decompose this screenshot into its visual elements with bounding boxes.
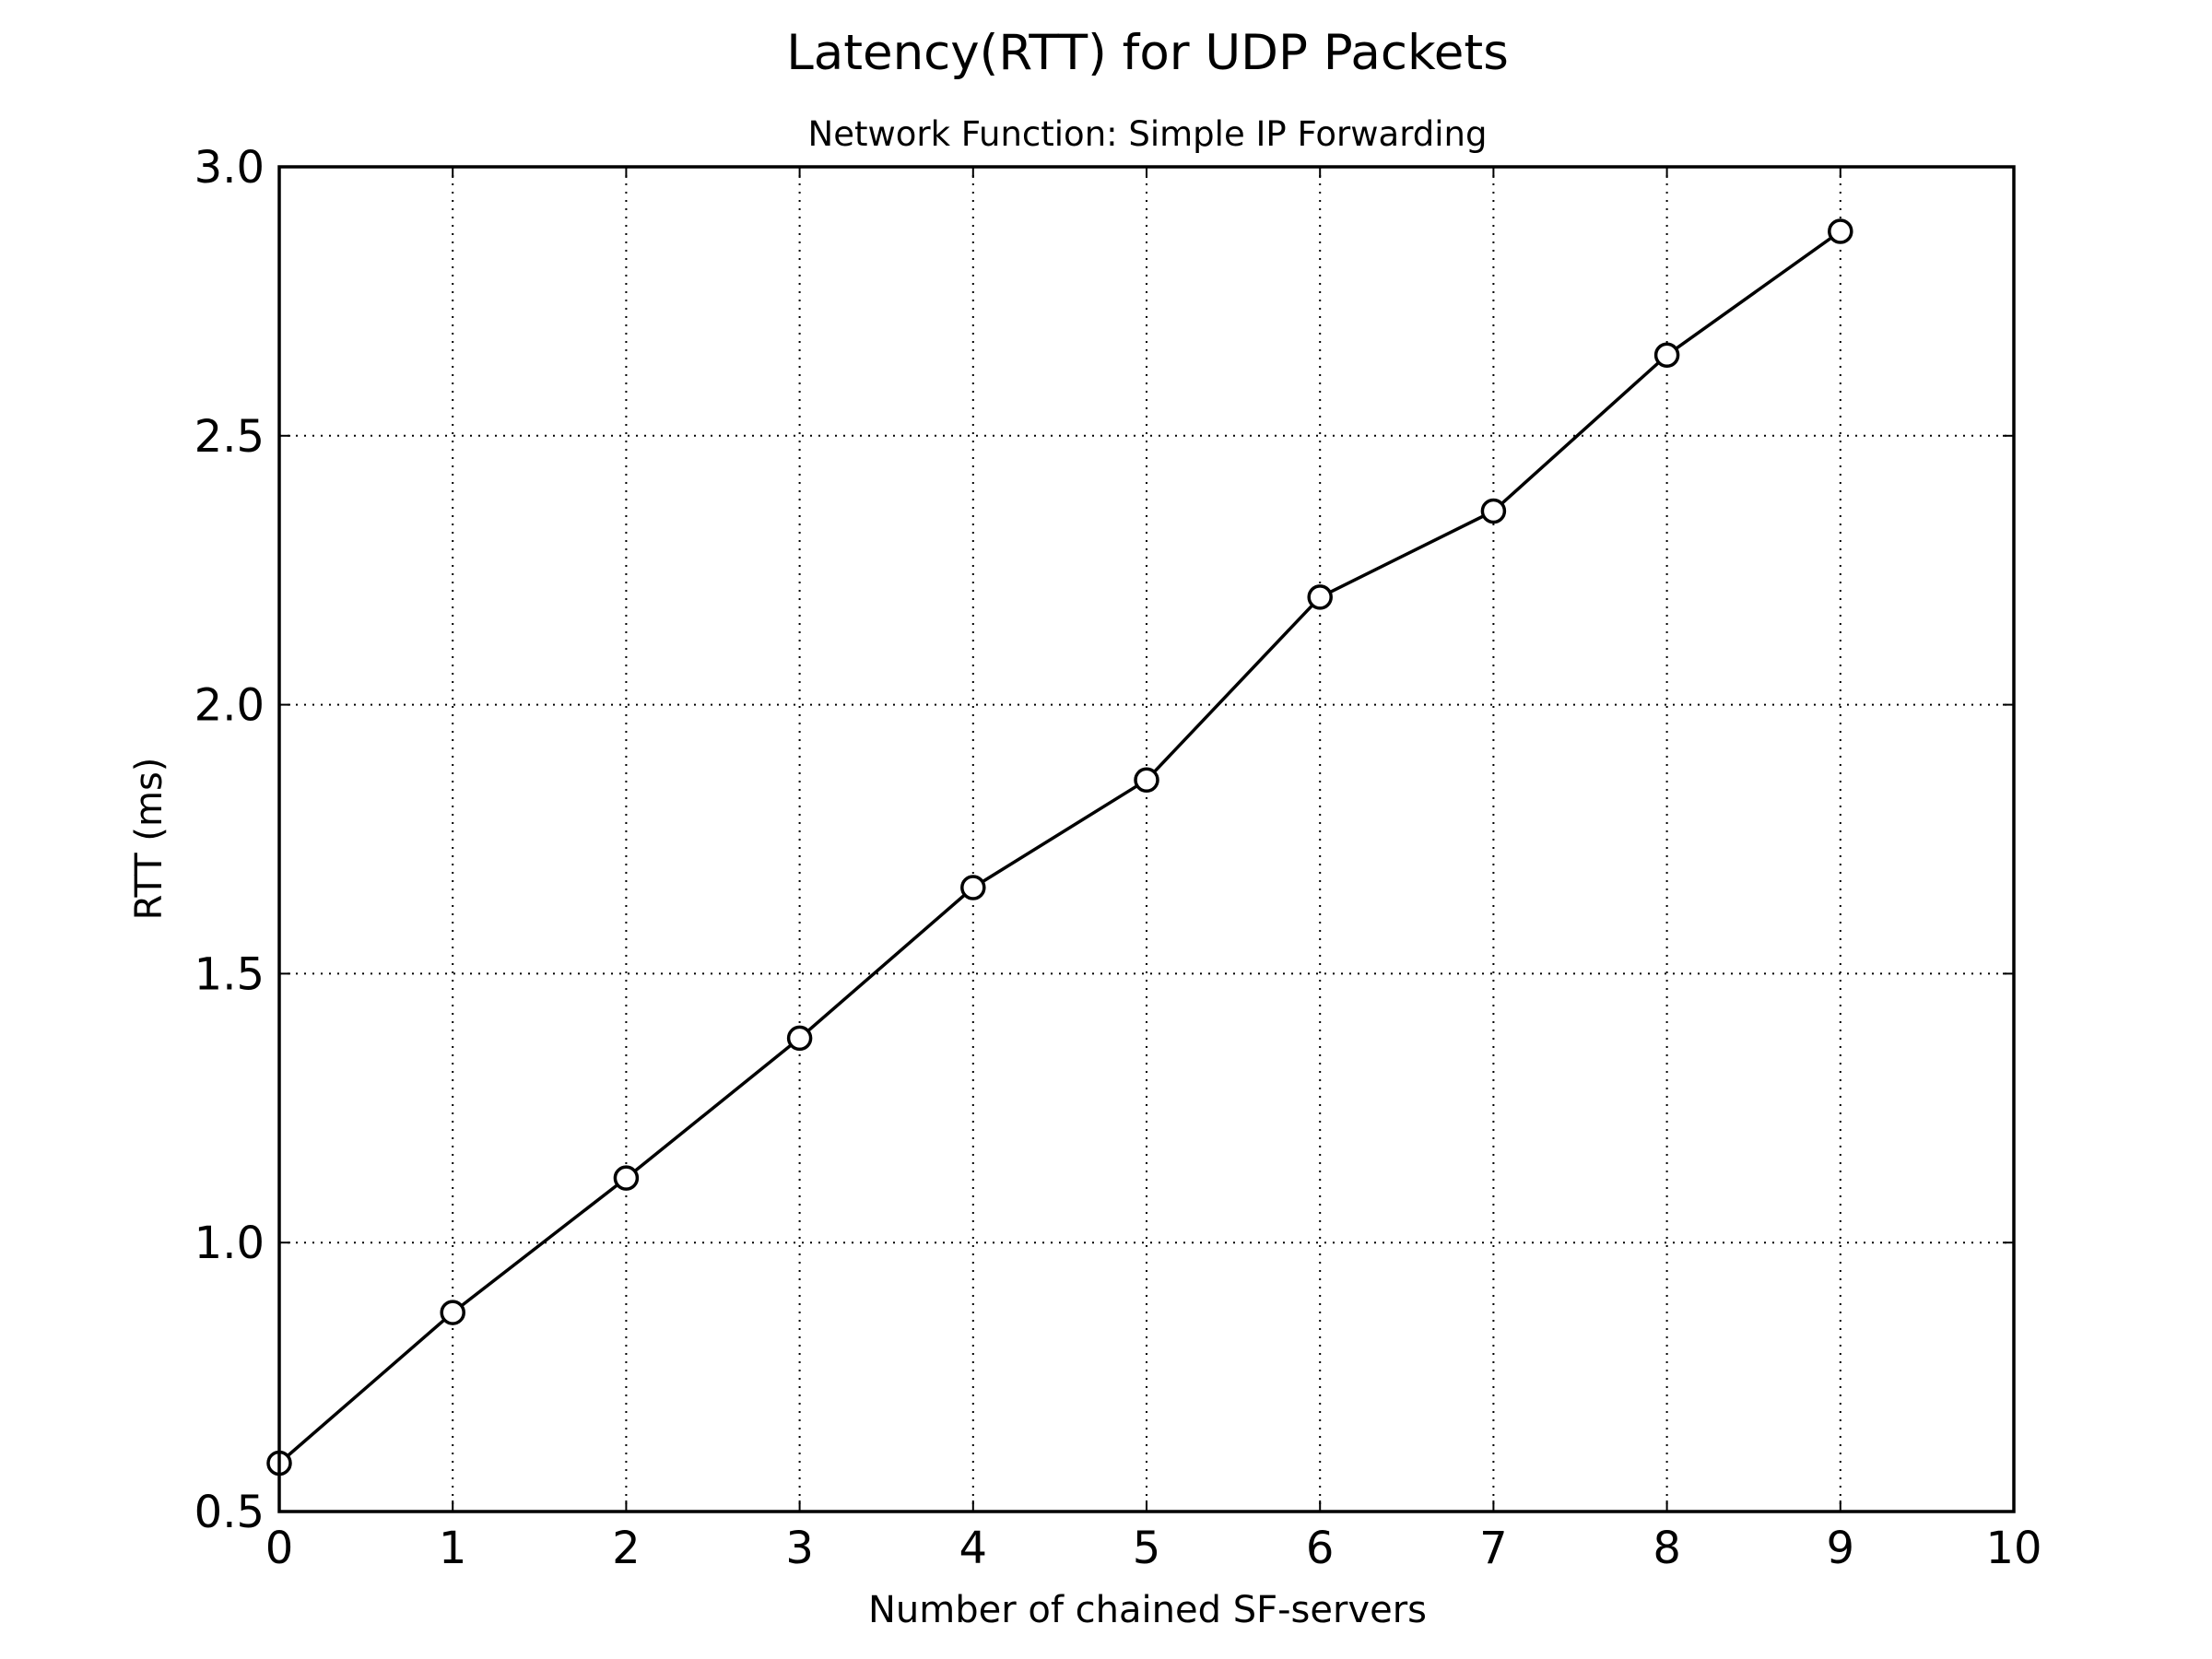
x-tick-label: 8 (1653, 1523, 1681, 1574)
x-tick-label: 9 (1827, 1523, 1855, 1574)
data-point (960, 875, 986, 900)
data-point (440, 1300, 465, 1325)
y-tick-label: 1.0 (194, 1218, 265, 1269)
x-tick-label: 0 (265, 1523, 294, 1574)
data-point (1653, 342, 1680, 369)
data-point (786, 1025, 813, 1052)
grid (279, 167, 2014, 1512)
axis-ticks (278, 166, 2015, 1512)
x-axis-label: Number of chained SF-servers (868, 1589, 1427, 1631)
y-tick-labels: 0.5 1.0 1.5 2.0 2.5 3.0 (194, 142, 265, 1538)
data-point (1307, 584, 1333, 610)
y-axis-label: RTT (ms) (128, 758, 171, 921)
series-line-group (277, 229, 1841, 1465)
x-tick-label: 3 (785, 1523, 814, 1574)
chart-subtitle: Network Function: Simple IP Forwarding (808, 114, 1488, 154)
x-tick-label: 6 (1306, 1523, 1335, 1574)
y-tick-label: 0.5 (194, 1487, 265, 1538)
x-tick-label: 10 (1985, 1523, 2041, 1574)
x-tick-label: 5 (1133, 1523, 1161, 1574)
y-tick-label: 1.5 (194, 948, 265, 1000)
x-tick-labels: 0 1 2 3 4 5 6 7 8 9 10 (265, 1523, 2042, 1574)
x-tick-label: 2 (612, 1523, 641, 1574)
y-tick-label: 2.0 (194, 680, 265, 732)
x-tick-label: 7 (1479, 1523, 1508, 1574)
x-tick-label: 1 (439, 1523, 467, 1574)
chart-title: Latency(RTT) for UDP Packets (786, 25, 1509, 81)
data-point (613, 1165, 640, 1191)
data-point (1480, 498, 1507, 524)
data-point (1828, 218, 1853, 244)
y-tick-label: 2.5 (194, 411, 265, 463)
data-point (1134, 767, 1159, 794)
y-tick-label: 3.0 (194, 142, 265, 194)
x-tick-label: 4 (959, 1523, 988, 1574)
data-point-group (266, 218, 1853, 1477)
series-line (277, 229, 1841, 1465)
